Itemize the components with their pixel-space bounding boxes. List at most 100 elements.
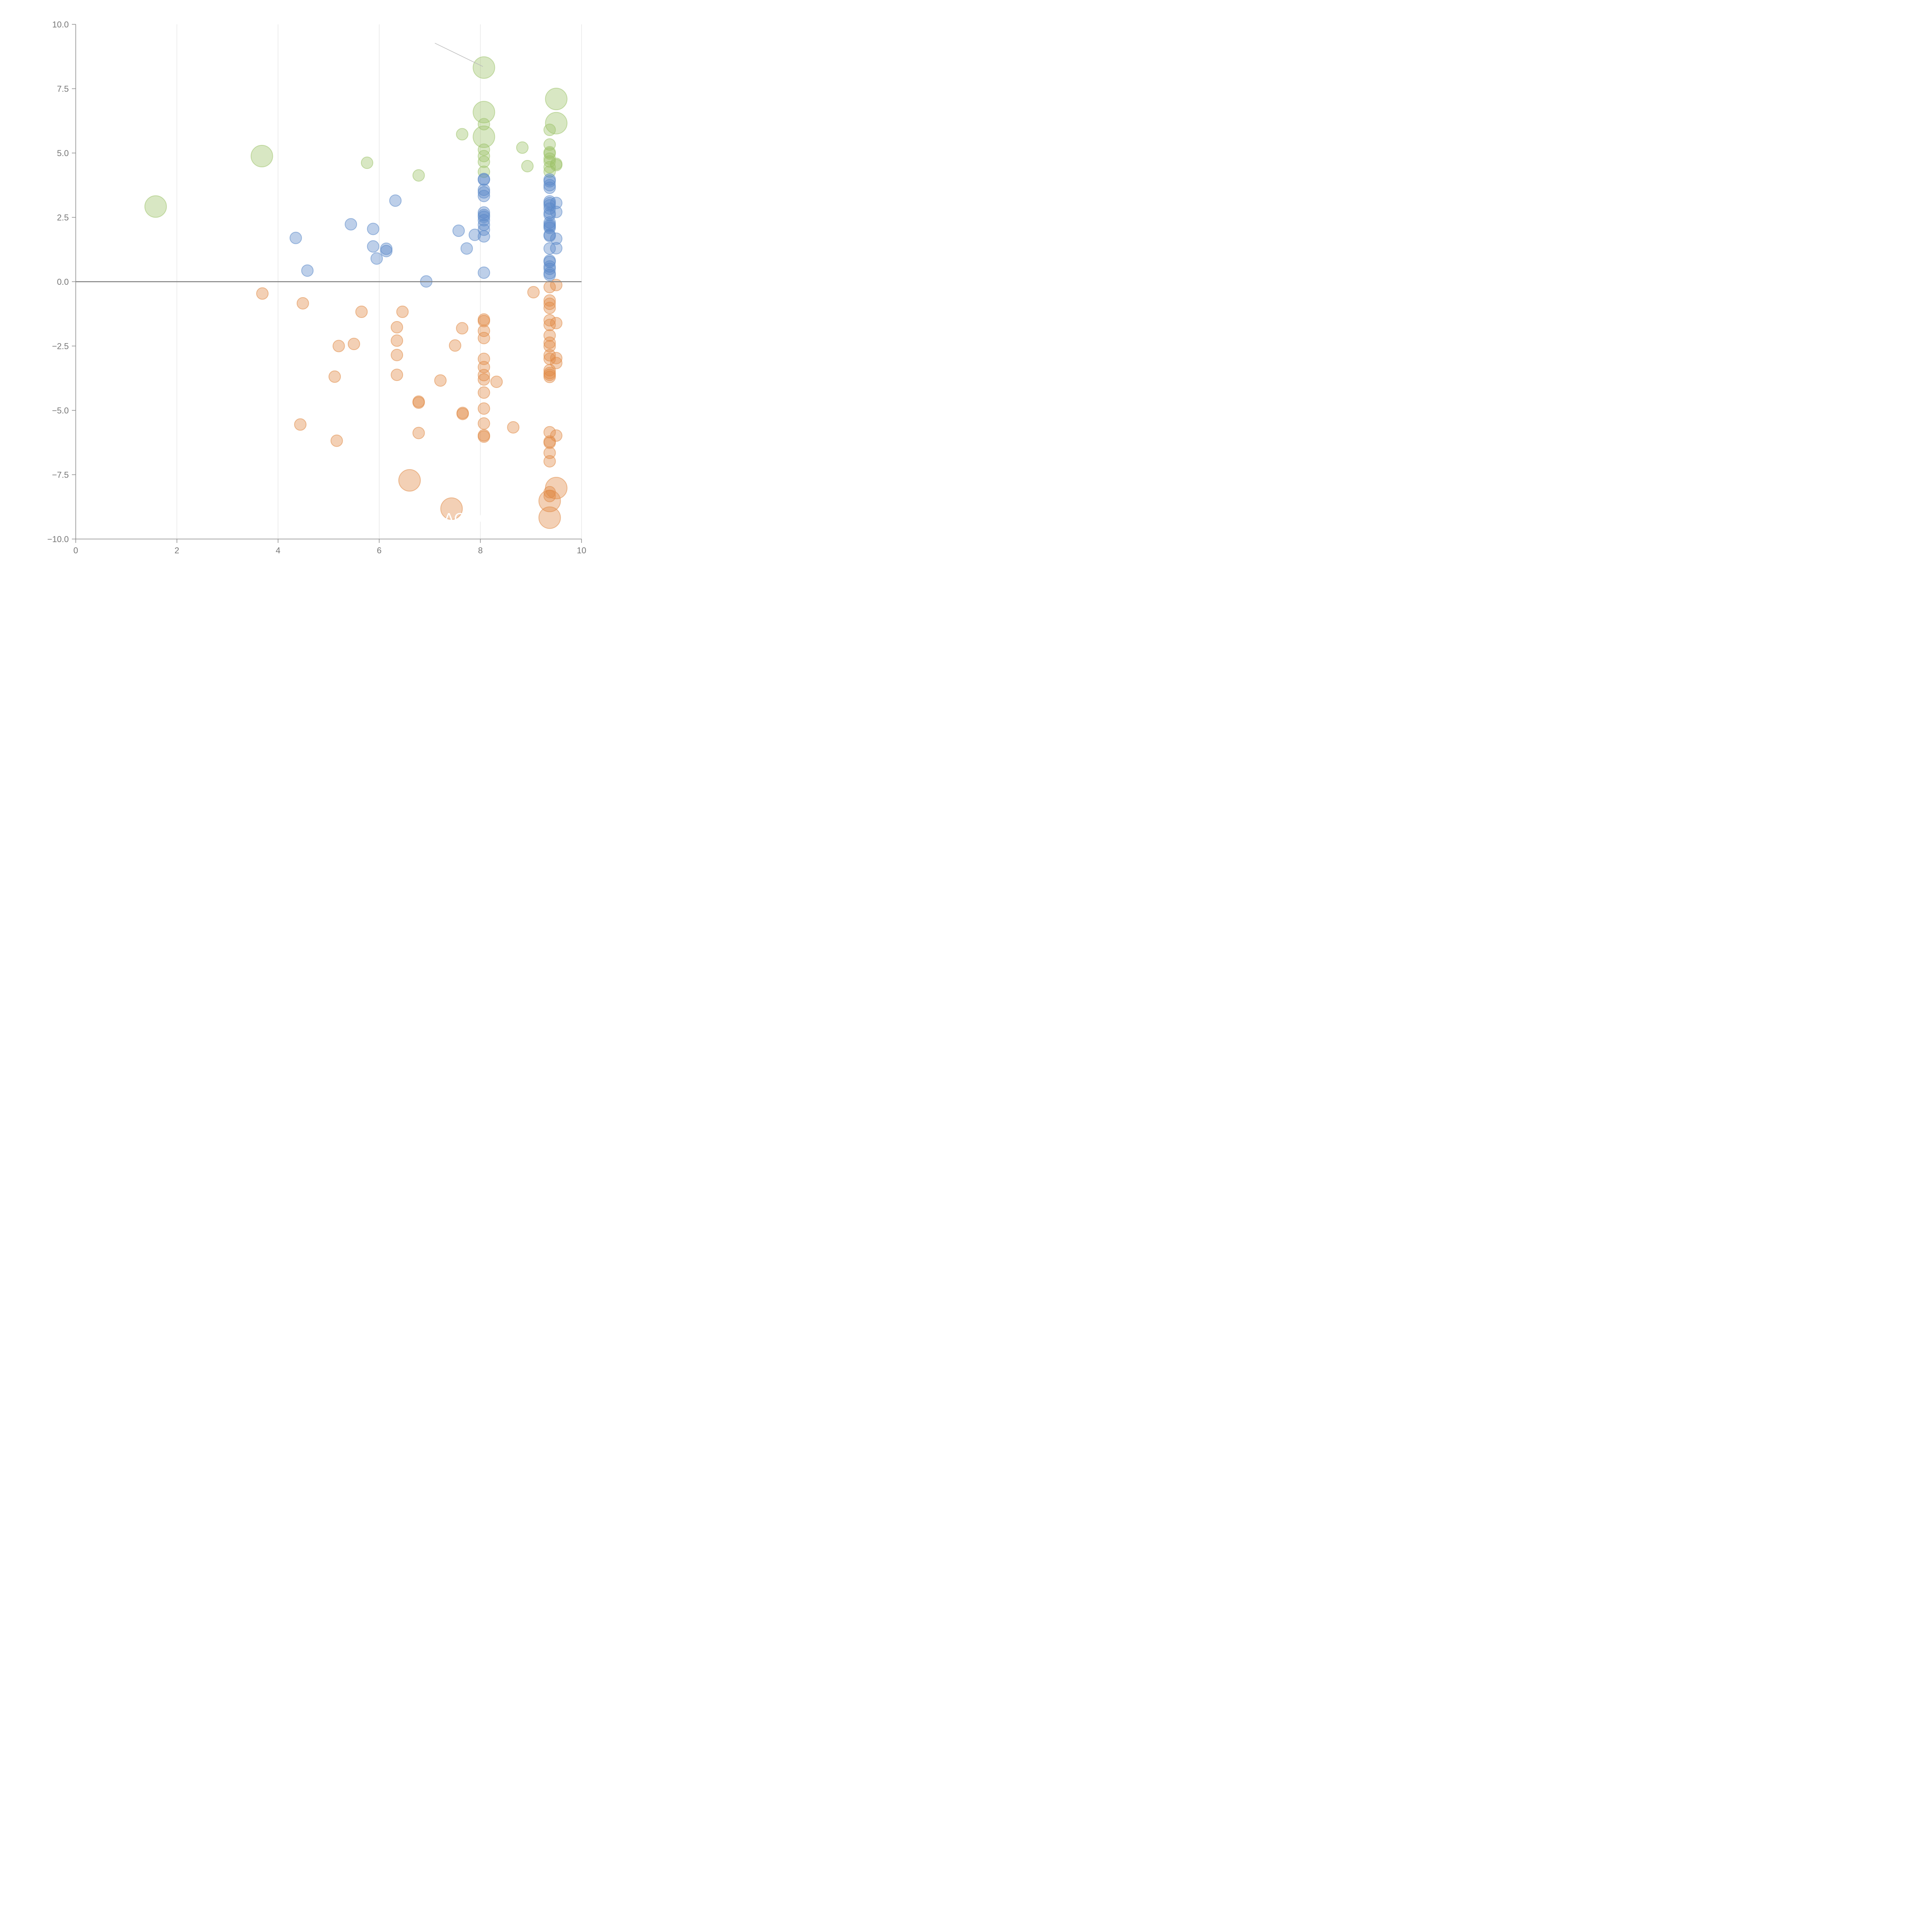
bubble-point[interactable] [473, 56, 495, 79]
bubble-point[interactable] [543, 298, 556, 310]
bubble-point[interactable] [507, 421, 520, 434]
bubble-point[interactable] [545, 112, 568, 134]
bubble-point[interactable] [550, 232, 563, 245]
bubble-point[interactable] [478, 190, 490, 202]
bubble-point[interactable] [478, 173, 490, 186]
bubble-point[interactable] [478, 430, 490, 443]
x-tick-label: 10 [577, 546, 586, 555]
bubble-point[interactable] [250, 145, 273, 167]
bubble-point[interactable] [543, 179, 556, 192]
bubble-point[interactable] [543, 426, 556, 439]
bubble-point[interactable] [434, 374, 447, 387]
bubble-point[interactable] [440, 497, 463, 520]
bubble-point[interactable] [478, 325, 490, 337]
bubble-point[interactable] [328, 370, 341, 383]
bubble-point[interactable] [347, 338, 360, 350]
bubble-point[interactable] [412, 169, 425, 182]
bubble-point[interactable] [516, 141, 529, 154]
bubble-point[interactable] [391, 349, 403, 361]
bubble-point[interactable] [345, 218, 357, 231]
bubble-point[interactable] [478, 417, 490, 430]
bubble-point[interactable] [550, 159, 563, 172]
bubble-point[interactable] [456, 128, 469, 141]
bubble-point[interactable] [527, 286, 540, 299]
bubble-point[interactable] [301, 264, 314, 277]
bubble-point[interactable] [543, 301, 556, 314]
bubble-point[interactable] [449, 339, 461, 352]
bubble-point[interactable] [543, 336, 556, 349]
bubble-point[interactable] [543, 175, 556, 188]
bubble-point[interactable] [550, 352, 563, 364]
bubble-point[interactable] [456, 322, 469, 335]
bubble-point[interactable] [521, 160, 534, 172]
bubble-point[interactable] [543, 294, 556, 307]
bubble-point[interactable] [550, 357, 563, 369]
bubble-point[interactable] [391, 334, 403, 347]
bubble-point[interactable] [296, 297, 309, 310]
bubble-point[interactable] [538, 506, 561, 529]
bubble-point[interactable] [478, 214, 490, 226]
bubble-point[interactable] [543, 446, 556, 459]
bubble-point[interactable] [452, 224, 465, 237]
bubble-point[interactable] [478, 155, 490, 168]
bubble-point[interactable] [543, 230, 556, 242]
bubble-point[interactable] [550, 317, 563, 330]
bubble-point[interactable] [543, 152, 556, 165]
bubble-point[interactable] [490, 376, 503, 388]
bubble-point[interactable] [389, 194, 402, 207]
bubble-point[interactable] [460, 242, 473, 255]
bubble-point[interactable] [545, 477, 568, 500]
bubble-point[interactable] [256, 287, 269, 300]
series-blue [289, 173, 563, 288]
bubble-point[interactable] [478, 373, 490, 386]
y-tick-label: −10.0 [47, 534, 69, 544]
bubble-point[interactable] [543, 455, 556, 468]
bubble-point[interactable] [478, 315, 490, 327]
bubble-point[interactable] [543, 269, 556, 281]
bubble-point[interactable] [330, 434, 343, 447]
bubble-point[interactable] [543, 242, 556, 255]
bubble-point[interactable] [144, 195, 167, 218]
bubble-point[interactable] [412, 427, 425, 439]
bubble-point[interactable] [294, 418, 307, 431]
bubble-point[interactable] [398, 469, 421, 492]
bubble-point[interactable] [478, 369, 490, 381]
bubble-point[interactable] [478, 386, 490, 399]
bubble-point[interactable] [550, 279, 563, 291]
bubble-point[interactable] [367, 240, 379, 253]
bubble-point[interactable] [332, 340, 345, 352]
bubble-point[interactable] [550, 242, 563, 255]
bubble-point[interactable] [456, 408, 469, 420]
bubble-point[interactable] [478, 223, 490, 236]
bubble-point[interactable] [478, 118, 490, 131]
bubble-point[interactable] [478, 143, 490, 156]
bubble-point[interactable] [478, 332, 490, 344]
bubble-point[interactable] [370, 252, 383, 265]
bubble-point[interactable] [478, 266, 490, 279]
bubble-point[interactable] [478, 230, 490, 243]
bubble-point[interactable] [355, 305, 368, 318]
bubble-point[interactable] [396, 305, 409, 318]
bubble-point[interactable] [550, 206, 563, 218]
bubble-point[interactable] [473, 126, 495, 148]
bubble-point[interactable] [543, 181, 556, 194]
bubble-point[interactable] [391, 321, 403, 333]
bubble-point[interactable] [543, 371, 556, 383]
bubble-point[interactable] [478, 186, 490, 199]
bubble-point[interactable] [543, 340, 556, 353]
bubble-point[interactable] [412, 396, 425, 409]
bubble-point[interactable] [289, 231, 302, 244]
bubble-point[interactable] [543, 314, 556, 327]
bubble-point[interactable] [478, 402, 490, 415]
bubble-point[interactable] [543, 124, 556, 136]
bubble-point[interactable] [380, 245, 393, 257]
bubble-point[interactable] [361, 156, 373, 169]
bubble-point[interactable] [543, 329, 556, 342]
bubble-point[interactable] [538, 490, 561, 512]
bubble-point[interactable] [550, 197, 563, 209]
bubble-point[interactable] [473, 101, 495, 124]
bubble-point[interactable] [550, 429, 563, 442]
bubble-point[interactable] [545, 88, 568, 111]
bubble-point[interactable] [391, 369, 403, 381]
bubble-point[interactable] [367, 223, 379, 235]
